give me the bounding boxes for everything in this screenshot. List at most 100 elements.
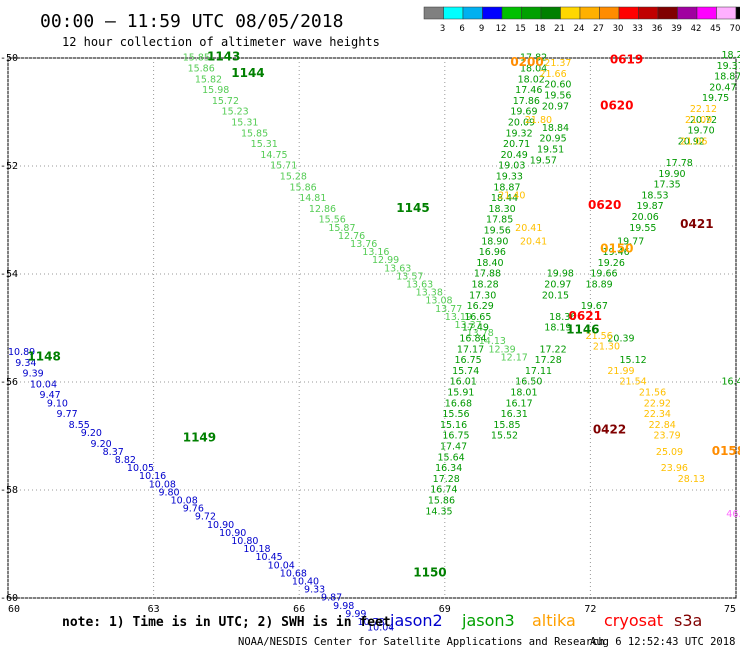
wave-height-label: 9.77 [57,409,78,420]
wave-height-label: 17.28 [535,355,562,366]
timestamp-text: Aug 6 12:52:43 UTC 2018 [590,636,735,648]
wave-height-label: 10.05 [127,463,154,474]
grid-lines [7,57,737,599]
pass-number-label: 1150 [413,565,446,579]
color-scale-label: 36 [652,24,663,34]
color-scale-label: 27 [593,24,604,34]
wave-height-label: 19.55 [629,223,656,234]
pass-number-label: 0621 [569,309,602,323]
wave-height-label: 19.69 [510,107,537,118]
wave-height-label: 17.17 [457,344,484,355]
color-scale-label: 33 [632,24,643,34]
wave-height-label: 21.99 [607,366,634,377]
wave-height-label: 19.26 [598,258,625,269]
pass-number-label: 0150 [600,241,633,255]
wave-height-label: 18.53 [641,190,668,201]
wave-height-label: 15.31 [231,118,258,129]
pass-number-label: 1145 [396,201,429,215]
pass-labels: 1143 1144 1145 1146 1148 1149 1150 0200 0619 0620… [27,50,740,580]
y-tick-label: -56 [0,377,18,388]
wave-height-label: 15.86 [428,496,455,507]
color-scale-swatch [716,6,737,20]
wave-height-label: 15.86 [289,182,316,193]
wave-height-label: 9.34 [15,358,36,369]
wave-height-label: 18.02 [518,74,545,85]
wave-height-label: 28.13 [678,474,705,485]
wave-height-label: 10.68 [280,568,307,579]
wave-height-label: 13.78 [467,328,494,339]
wave-height-label: 20.06 [632,212,659,223]
pass-number-label: 1143 [207,50,240,64]
pass-number-label: 1148 [27,349,60,363]
wave-height-label: 19.77 [617,236,644,247]
wave-height-label: 8.82 [115,455,136,466]
credit-text: NOAA/NESDIS Center for Satellite Applica… [238,636,605,648]
wave-height-label: 18.19 [544,323,571,334]
wave-height-label: 15.86 [188,64,215,75]
wave-height-label: 15.91 [447,388,474,399]
wave-height-label: 20.97 [544,280,571,291]
wave-height-label: 17.86 [513,96,540,107]
wave-height-label: 16.31 [501,409,528,420]
plot-frame [7,57,737,599]
wave-height-label: 17.85 [486,215,513,226]
x-tick-label: 63 [148,604,160,615]
wave-height-label: 15.56 [442,409,469,420]
color-scale-swatch [735,6,740,20]
pass-number-label: 0200 [510,55,543,69]
wave-height-label: 18.44 [491,193,518,204]
wave-height-label: 17.46 [515,85,542,96]
color-scale-label: 6 [459,24,464,34]
wave-height-label: 9.99 [345,609,366,620]
color-scale-swatch [521,6,542,20]
color-scale-label: 70 [730,24,740,34]
color-scale-swatch [638,6,659,20]
color-scale-label: 18 [535,24,546,34]
wave-height-label: 15.98 [202,85,229,96]
wave-height-label: 19.03 [498,161,525,172]
wave-height-label: 9.10 [47,398,68,409]
wave-height-label: 15.85 [183,53,210,64]
wave-height-label: 8.55 [69,420,90,431]
pass-number-label: 0620 [600,98,633,112]
wave-height-label: 17.78 [666,158,693,169]
wave-height-label: 18.04 [520,64,547,75]
wave-height-label: 19.32 [505,128,532,139]
wave-height-label: 9.20 [91,439,112,450]
pass-number-label: 0422 [593,422,626,436]
wave-height-label: 9.33 [304,585,325,596]
wave-height-label: 13.37 [455,320,482,331]
pass-number-label: 1149 [183,430,216,444]
wave-height-label: 21.06 [680,136,707,147]
pass-number-label: 0620 [588,198,621,212]
x-tick-label: 75 [724,604,736,615]
wave-height-label: 18.87 [493,182,520,193]
wave-height-label: 15.52 [491,431,518,442]
wave-height-label: 22.92 [644,398,671,409]
color-scale-swatch [501,6,522,20]
y-tick-label: -50 [0,53,18,64]
color-scale-label: 9 [479,24,484,34]
wave-height-label: 16.01 [450,377,477,388]
wave-height-label: 16.74 [430,485,457,496]
y-tick-label: -54 [0,269,18,280]
wave-height-label: 16.65 [464,312,491,323]
wave-height-label: 9.80 [158,487,179,498]
wave-height-label: 21.37 [544,58,571,69]
pass-number-label: 0421 [680,217,713,231]
wave-height-label: 14.75 [260,150,287,161]
wave-height-label: 10.78 [357,617,384,628]
wave-height-label: 17.49 [462,323,489,334]
wave-height-label: 10.90 [219,528,246,539]
wave-height-label: 19.37 [717,61,740,72]
wave-height-label: 10.90 [207,520,234,531]
color-scale-swatch [696,6,717,20]
wave-height-label: 18.30 [488,204,515,215]
wave-height-label: 20.49 [501,150,528,161]
wave-height-label: 19.46 [603,247,630,258]
pass-number-label: 1144 [231,66,264,80]
wave-height-label: 20.60 [544,80,571,91]
color-scale-swatch [599,6,620,20]
wave-height-label: 13.57 [396,271,423,282]
wave-height-label: 16.17 [505,398,532,409]
